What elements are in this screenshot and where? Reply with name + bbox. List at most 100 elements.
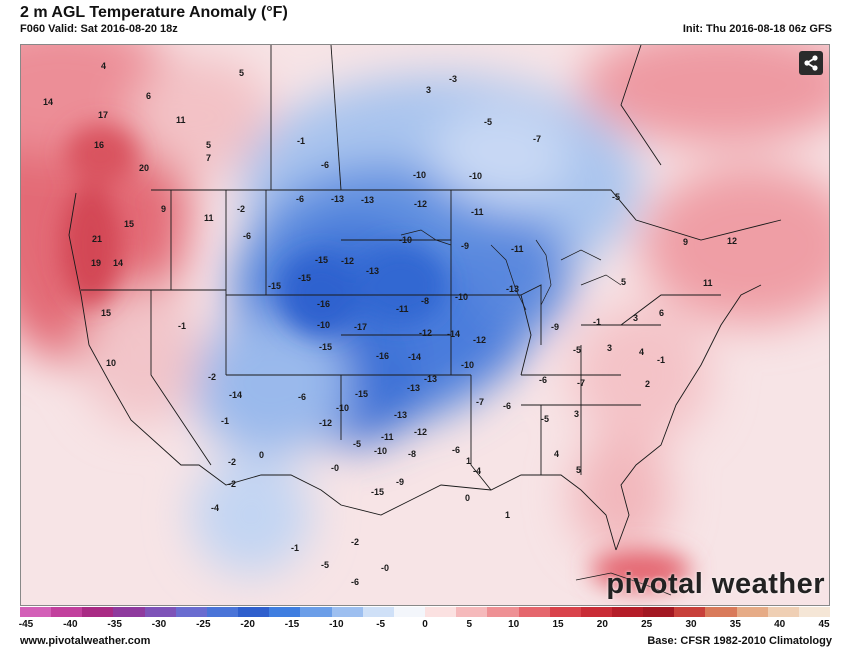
colorbar-tick-label: 25 [641,619,653,630]
anomaly-label: -5 [573,345,581,355]
colorbar-swatch [518,607,550,617]
anomaly-label: -7 [476,397,484,407]
anomaly-label: -16 [317,299,330,309]
anomaly-label: -12 [414,199,427,209]
anomaly-label: -13 [361,195,374,205]
anomaly-label: -1 [593,317,601,327]
anomaly-label: -10 [317,320,330,330]
anomaly-label: -12 [319,418,332,428]
anomaly-label: 4 [101,61,106,71]
colorbar-swatch [456,607,488,617]
anomaly-label: 6 [146,91,151,101]
colorbar-swatch [798,607,831,617]
anomaly-label: -9 [396,477,404,487]
colorbar-swatch [206,607,239,617]
anomaly-label: -10 [413,170,426,180]
anomaly-label: -0 [381,563,389,573]
anomaly-label: 15 [101,308,111,318]
anomaly-label: 3 [426,85,431,95]
colorbar-tick-label: 40 [774,619,786,630]
anomaly-label: -13 [331,194,344,204]
anomaly-label: -6 [243,231,251,241]
anomaly-label: 9 [161,204,166,214]
anomaly-label: -5 [484,117,492,127]
anomaly-label: -5 [321,560,329,570]
anomaly-label: 9 [683,237,688,247]
anomaly-label: -6 [351,577,359,587]
anomaly-label: -6 [296,194,304,204]
anomaly-label: 4 [554,449,559,459]
colorbar-swatch [175,607,207,617]
colorbar-swatch [82,607,114,617]
anomaly-label: 2 [645,379,650,389]
anomaly-label: 11 [204,213,214,223]
colorbar-swatch [705,607,737,617]
colorbar-tick-label: -25 [196,619,211,630]
pivotal-weather-logo: pivotal weather [606,568,825,600]
colorbar-tick-label: -5 [376,619,386,630]
anomaly-label: -6 [503,401,511,411]
climatology-base: Base: CFSR 1982-2010 Climatology [647,635,832,647]
anomaly-label: -15 [355,389,368,399]
anomaly-label: -13 [407,383,420,393]
anomaly-label: 5 [576,465,581,475]
colorbar [20,607,831,617]
anomaly-label: 11 [703,278,713,288]
anomaly-label: -13 [506,284,519,294]
colorbar-swatch [113,607,145,617]
colorbar-tick-label: -45 [18,619,34,630]
colorbar-tick-label: -40 [63,619,78,630]
colorbar-swatch [362,607,394,617]
colorbar-swatch [144,607,176,617]
colorbar-swatch [767,607,799,617]
anomaly-label: -1 [178,321,186,331]
model-init-time: Init: Thu 2016-08-18 06z GFS [682,23,832,35]
colorbar-tick-label: -10 [329,619,344,630]
anomaly-label: -1 [297,136,305,146]
colorbar-swatch [238,607,270,617]
colorbar-tick-label: 5 [466,619,473,630]
colorbar-swatch [580,607,612,617]
anomaly-label: -16 [376,351,389,361]
anomaly-label: -8 [408,449,416,459]
colorbar-swatch [425,607,457,617]
colorbar-swatch [736,607,768,617]
colorbar-swatch [674,607,706,617]
anomaly-label: -8 [421,296,429,306]
colorbar-swatch [300,607,332,617]
anomaly-label: 4 [639,347,644,357]
colorbar-swatch [643,607,675,617]
anomaly-map[interactable]: 4 5 6 14 17 11 16 5 7 20 3 -3 -5 -7 -1 -6 -10 -10 -5 15 9 11-… [20,44,830,606]
anomaly-label: 12 [727,236,737,246]
colorbar-tick-label: -20 [240,619,255,630]
colorbar-tick-label: 0 [422,619,428,630]
website-link[interactable]: www.pivotalweather.com [20,635,151,647]
anomaly-label: -12 [341,256,354,266]
share-button[interactable] [799,51,823,75]
anomaly-label: -1 [221,416,229,426]
anomaly-label: -15 [371,487,384,497]
anomaly-label: -11 [381,432,394,442]
colorbar-swatch [611,607,644,617]
anomaly-label: -10 [374,446,387,456]
anomaly-label: -11 [511,244,524,254]
colorbar-ticks: -45 -40 -35 -30 -25 -20 -15 -10 -5 0 5 10 15 20 25 30 35… [18,619,830,631]
anomaly-label: -6 [298,392,306,402]
colorbar-swatch [20,607,52,617]
header: 2 m AGL Temperature Anomaly (°F) F060 Va… [20,4,832,36]
colorbar-tick-label: 15 [552,619,564,630]
colorbar-tick-label: 10 [508,619,520,630]
anomaly-label: 10 [106,358,116,368]
anomaly-label: -17 [354,322,367,332]
anomaly-label: -12 [414,427,427,437]
anomaly-label: -13 [394,410,407,420]
anomaly-label: -5 [612,192,620,202]
anomaly-label: -12 [419,328,432,338]
anomaly-label: -3 [449,74,457,84]
anomaly-label: -2 [228,479,236,489]
colorbar-tick-label: 30 [685,619,697,630]
anomaly-label: -9 [461,241,469,251]
colorbar-tick-label: -35 [107,619,122,630]
anomaly-label: 1 [505,510,510,520]
anomaly-label: -10 [336,403,349,413]
